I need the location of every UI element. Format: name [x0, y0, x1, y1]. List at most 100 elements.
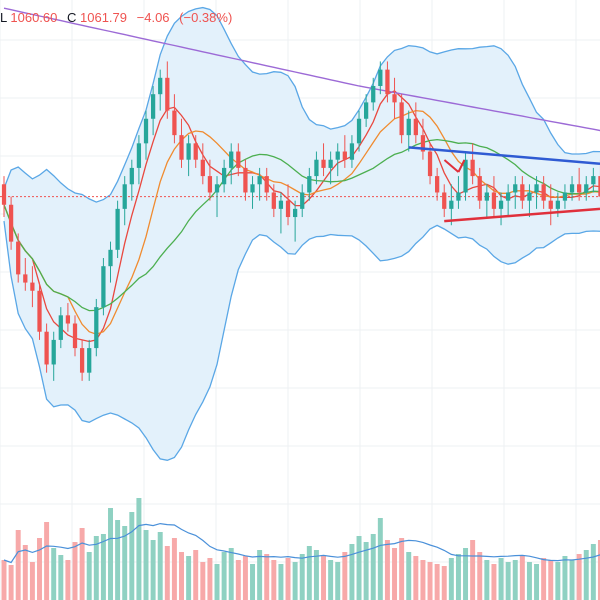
- candle-body: [229, 151, 234, 168]
- down-arrow-icon: [443, 159, 466, 173]
- candle-body: [179, 135, 184, 160]
- candle-body: [356, 118, 362, 144]
- volume-bar: [370, 534, 376, 600]
- volume-bar: [427, 562, 433, 600]
- volume-bar: [463, 548, 469, 600]
- candle-body: [122, 184, 127, 209]
- volume-bar: [164, 546, 170, 600]
- candle-body: [79, 348, 85, 373]
- volume-bar: [129, 512, 135, 600]
- volume-bar: [569, 560, 575, 600]
- volume-bar: [86, 552, 92, 600]
- volume-bar: [15, 530, 21, 600]
- candle-body: [569, 184, 575, 193]
- volume-bar: [356, 536, 362, 600]
- candle-body: [193, 143, 198, 160]
- volume-bar: [484, 560, 490, 600]
- candle-body: [555, 200, 560, 209]
- candle-body: [1, 184, 7, 205]
- volume-bar: [242, 556, 248, 600]
- volume-bar: [214, 564, 220, 600]
- change-value: −4.06: [136, 10, 170, 25]
- volume-bar: [65, 560, 71, 600]
- candle-body: [442, 192, 447, 209]
- candle-body: [72, 323, 78, 349]
- volume-bar: [44, 522, 50, 600]
- candles: [1, 61, 600, 381]
- candle-body: [236, 151, 241, 168]
- volume-bar: [470, 540, 476, 600]
- ma-long-line: [3, 7, 600, 132]
- candle-body: [349, 143, 355, 160]
- volume-bar: [363, 542, 369, 600]
- volume-bar: [22, 545, 28, 600]
- candle-body: [87, 348, 92, 373]
- candle-body: [271, 192, 276, 209]
- candle-body: [562, 192, 568, 201]
- volume-bar: [221, 552, 227, 600]
- volume-bar: [171, 538, 177, 600]
- candle-body: [129, 167, 134, 185]
- volume-bar: [455, 554, 461, 600]
- candle-body: [591, 176, 596, 185]
- volume-panel: [1, 498, 600, 600]
- candle-body: [136, 143, 142, 168]
- candle-body: [413, 118, 418, 136]
- volume-ma-line: [3, 522, 600, 564]
- low-key: L: [0, 10, 7, 25]
- bollinger-fill: [4, 7, 600, 461]
- volume-bar: [51, 548, 57, 600]
- candle-body: [300, 192, 305, 209]
- volume-bar: [392, 548, 398, 600]
- candle-body: [292, 208, 298, 218]
- close-key: C: [67, 10, 77, 25]
- candle-body: [51, 339, 56, 365]
- change-percent: (−0.38%): [179, 10, 233, 25]
- ohlc-legend: L 1060.60 C 1061.79 −4.06 (−0.38%): [0, 10, 238, 25]
- volume-bar: [505, 562, 511, 600]
- volume-bar: [448, 558, 454, 600]
- volume-bar: [420, 560, 426, 600]
- volume-bar: [313, 550, 319, 600]
- volume-bar: [299, 554, 305, 600]
- candle-body: [221, 167, 227, 185]
- volume-bar: [58, 555, 64, 600]
- volume-bar: [150, 540, 156, 600]
- candle-body: [115, 208, 120, 250]
- volume-bar: [477, 552, 483, 600]
- candle-body: [506, 192, 511, 201]
- candle-body: [584, 184, 589, 193]
- candle-body: [200, 159, 205, 177]
- candle-body: [37, 290, 42, 332]
- candle-body: [264, 176, 269, 193]
- candle-body: [30, 282, 35, 291]
- volume-bar: [590, 544, 596, 600]
- volume-bar: [271, 560, 277, 600]
- candle-body: [108, 249, 113, 267]
- volume-bar: [342, 552, 348, 600]
- candle-body: [392, 94, 397, 103]
- volume-bar: [115, 520, 121, 600]
- volume-bar: [512, 560, 518, 600]
- close-value: 1061.79: [80, 10, 128, 25]
- volume-bar: [555, 562, 561, 600]
- candle-body: [16, 241, 21, 275]
- candle-body: [158, 77, 163, 95]
- candle-body: [527, 192, 532, 201]
- candle-body: [534, 184, 539, 193]
- bollinger-lower-line: [3, 221, 600, 461]
- trend-line-support: [444, 207, 600, 223]
- volume-bar: [498, 558, 504, 600]
- volume-bar: [548, 560, 554, 600]
- candle-body: [399, 102, 404, 136]
- volume-bar: [292, 562, 298, 600]
- candle-body: [520, 184, 525, 201]
- candle-body: [364, 102, 369, 119]
- candle-body: [477, 176, 482, 201]
- volume-bar: [583, 550, 589, 600]
- volume-bar: [207, 558, 213, 600]
- candle-body: [491, 192, 497, 209]
- volume-bar: [562, 556, 568, 600]
- volume-bar: [576, 554, 582, 600]
